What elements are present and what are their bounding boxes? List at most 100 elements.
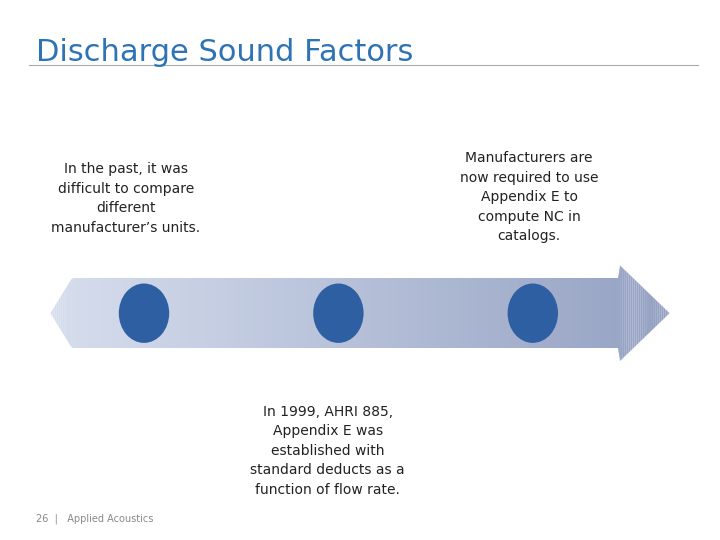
Polygon shape xyxy=(513,278,515,348)
Polygon shape xyxy=(414,278,415,348)
Polygon shape xyxy=(519,278,521,348)
Polygon shape xyxy=(75,278,77,348)
Polygon shape xyxy=(585,278,587,348)
Polygon shape xyxy=(449,278,451,348)
Polygon shape xyxy=(346,278,348,348)
Polygon shape xyxy=(302,278,305,348)
Polygon shape xyxy=(554,278,556,348)
Polygon shape xyxy=(482,278,484,348)
Polygon shape xyxy=(358,278,360,348)
Polygon shape xyxy=(148,278,150,348)
Polygon shape xyxy=(556,278,558,348)
Polygon shape xyxy=(525,278,527,348)
Polygon shape xyxy=(461,278,463,348)
Polygon shape xyxy=(339,278,341,348)
Text: In 1999, AHRI 885,
Appendix E was
established with
standard deducts as a
functio: In 1999, AHRI 885, Appendix E was establ… xyxy=(251,405,405,497)
Polygon shape xyxy=(441,278,443,348)
Polygon shape xyxy=(341,278,343,348)
Polygon shape xyxy=(244,278,246,348)
Polygon shape xyxy=(368,278,370,348)
Polygon shape xyxy=(267,278,269,348)
Polygon shape xyxy=(616,278,618,348)
Ellipse shape xyxy=(119,284,169,343)
Polygon shape xyxy=(496,278,498,348)
Polygon shape xyxy=(510,278,513,348)
Polygon shape xyxy=(271,278,274,348)
Polygon shape xyxy=(184,278,186,348)
Polygon shape xyxy=(593,278,595,348)
Polygon shape xyxy=(67,283,69,343)
Polygon shape xyxy=(122,278,125,348)
Polygon shape xyxy=(529,278,531,348)
Polygon shape xyxy=(317,278,319,348)
Polygon shape xyxy=(312,278,315,348)
Polygon shape xyxy=(143,278,145,348)
Polygon shape xyxy=(129,278,131,348)
Polygon shape xyxy=(577,278,579,348)
Polygon shape xyxy=(238,278,240,348)
Polygon shape xyxy=(418,278,420,348)
Polygon shape xyxy=(665,309,667,317)
Polygon shape xyxy=(323,278,325,348)
Polygon shape xyxy=(120,278,122,348)
Polygon shape xyxy=(265,278,267,348)
Polygon shape xyxy=(451,278,453,348)
Polygon shape xyxy=(212,278,213,348)
Polygon shape xyxy=(73,278,75,348)
Text: Manufacturers are
now required to use
Appendix E to
compute NC in
catalogs.: Manufacturers are now required to use Ap… xyxy=(460,151,598,243)
Polygon shape xyxy=(377,278,379,348)
Polygon shape xyxy=(55,303,57,323)
Polygon shape xyxy=(410,278,412,348)
Polygon shape xyxy=(98,278,100,348)
Polygon shape xyxy=(156,278,158,348)
Polygon shape xyxy=(415,278,418,348)
Text: In the past, it was
difficult to compare
different
manufacturer’s units.: In the past, it was difficult to compare… xyxy=(51,162,201,234)
Polygon shape xyxy=(387,278,389,348)
Polygon shape xyxy=(60,293,63,333)
Polygon shape xyxy=(401,278,403,348)
Polygon shape xyxy=(467,278,469,348)
Polygon shape xyxy=(598,278,600,348)
Polygon shape xyxy=(106,278,108,348)
Polygon shape xyxy=(445,278,446,348)
Polygon shape xyxy=(240,278,243,348)
Polygon shape xyxy=(438,278,441,348)
Polygon shape xyxy=(89,278,91,348)
Polygon shape xyxy=(127,278,129,348)
Polygon shape xyxy=(639,284,641,343)
Polygon shape xyxy=(50,310,53,316)
Polygon shape xyxy=(412,278,414,348)
Polygon shape xyxy=(403,278,405,348)
Polygon shape xyxy=(608,278,610,348)
Polygon shape xyxy=(523,278,525,348)
Polygon shape xyxy=(226,278,228,348)
Polygon shape xyxy=(65,286,67,340)
Polygon shape xyxy=(179,278,181,348)
Polygon shape xyxy=(544,278,546,348)
Polygon shape xyxy=(550,278,552,348)
Polygon shape xyxy=(160,278,162,348)
Polygon shape xyxy=(636,281,639,345)
Polygon shape xyxy=(79,278,81,348)
Polygon shape xyxy=(69,280,71,347)
Polygon shape xyxy=(141,278,143,348)
Polygon shape xyxy=(100,278,102,348)
Polygon shape xyxy=(337,278,339,348)
Polygon shape xyxy=(348,278,350,348)
Polygon shape xyxy=(469,278,472,348)
Polygon shape xyxy=(57,300,58,327)
Polygon shape xyxy=(634,279,636,347)
Polygon shape xyxy=(284,278,286,348)
Polygon shape xyxy=(336,278,337,348)
Polygon shape xyxy=(641,285,643,341)
Polygon shape xyxy=(389,278,391,348)
Polygon shape xyxy=(572,278,575,348)
Polygon shape xyxy=(354,278,356,348)
Polygon shape xyxy=(393,278,395,348)
Polygon shape xyxy=(172,278,174,348)
Polygon shape xyxy=(91,278,94,348)
Polygon shape xyxy=(463,278,465,348)
Polygon shape xyxy=(477,278,480,348)
Polygon shape xyxy=(552,278,554,348)
Polygon shape xyxy=(234,278,236,348)
